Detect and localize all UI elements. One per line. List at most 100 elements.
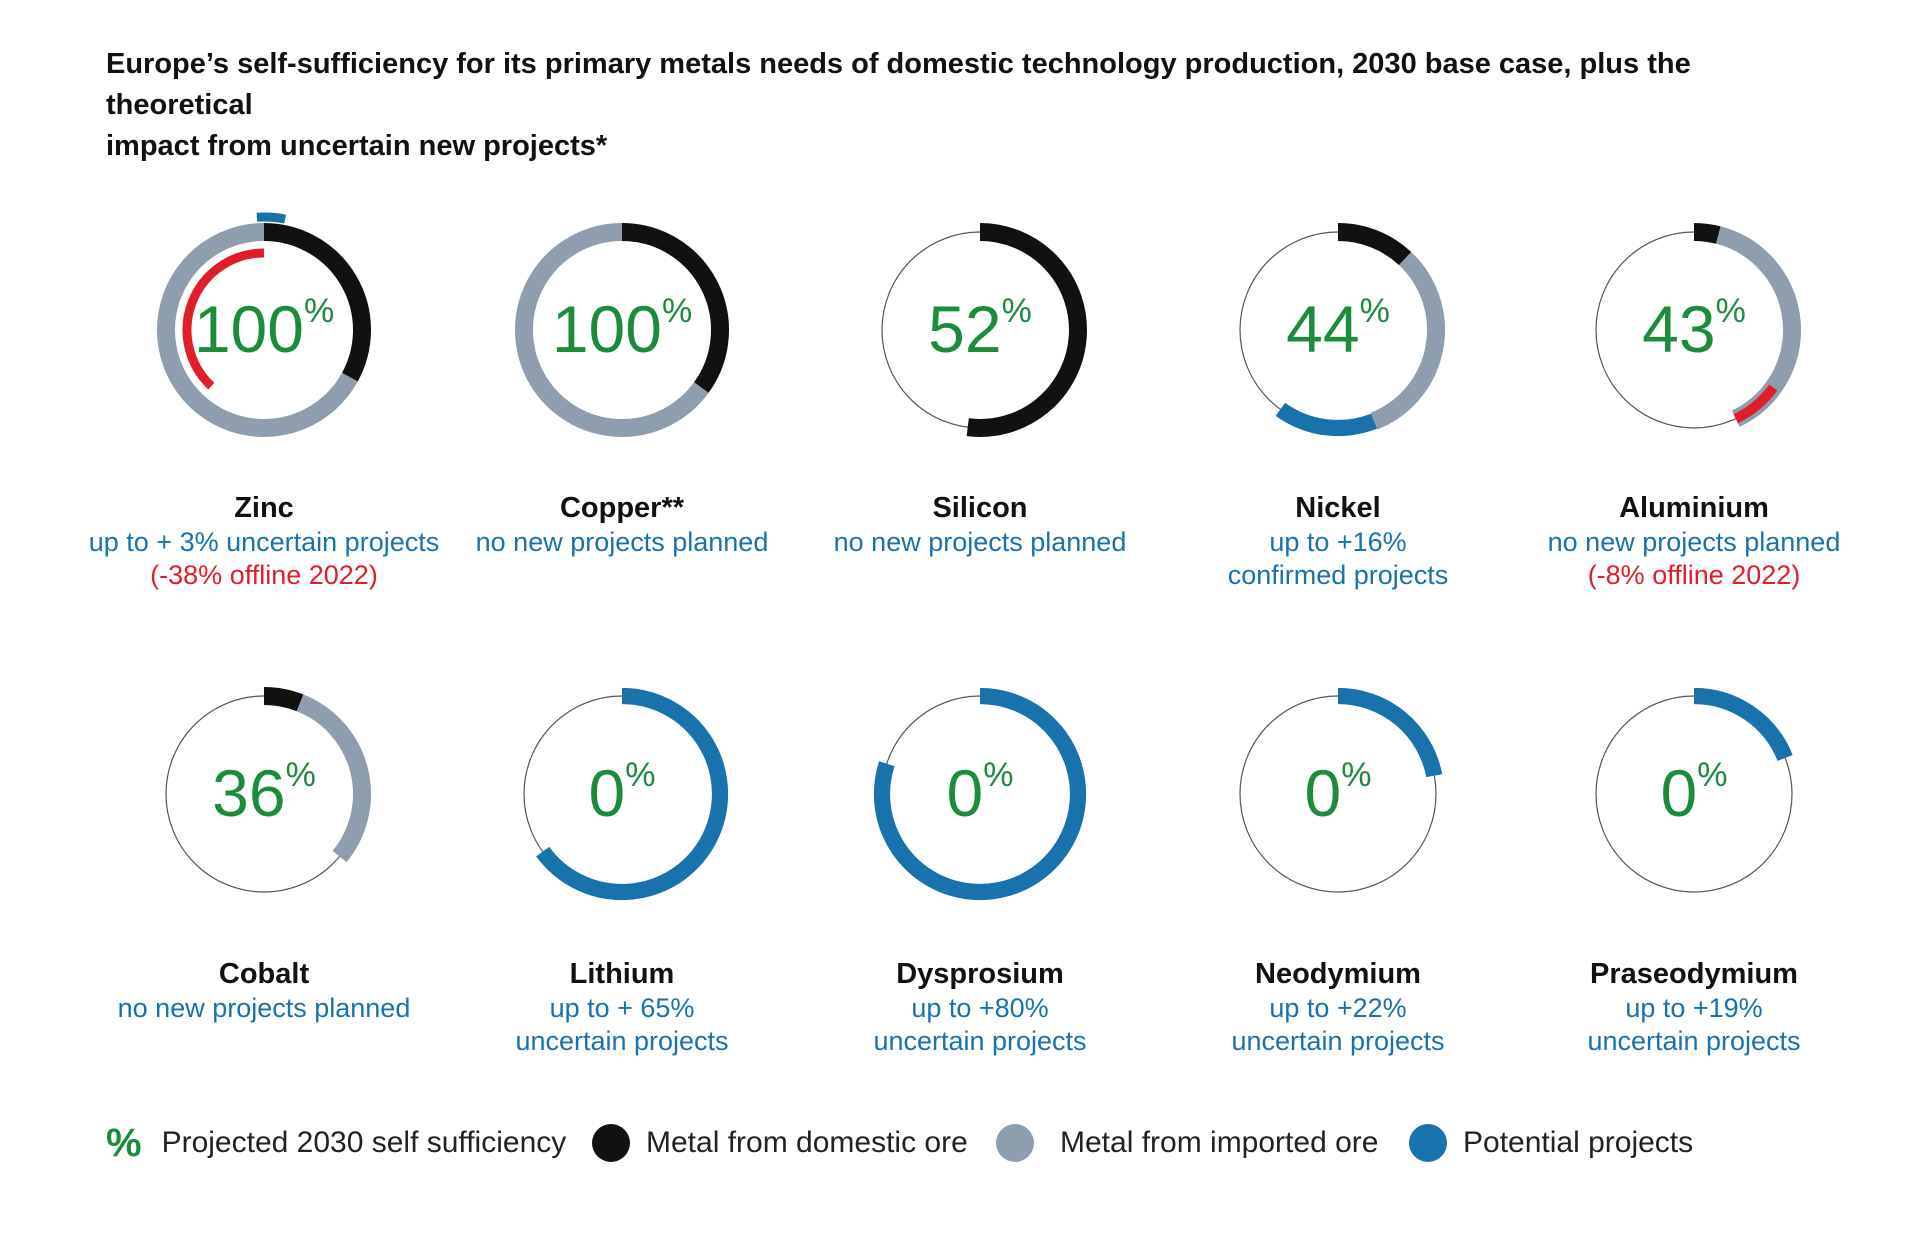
domestic-arc	[1693, 223, 1721, 244]
metal-name: Praseodymium	[1590, 958, 1798, 990]
domestic-arc	[1337, 223, 1412, 266]
metal-note: uncertain projects	[1231, 1026, 1445, 1056]
percent-value: 100	[552, 292, 662, 366]
legend-item-imported: Metal from imported ore	[996, 1118, 1378, 1168]
metal-card: Neodymium up to +22% uncertain projects	[1148, 956, 1528, 1058]
metal-card: Nickel up to +16% confirmed projects	[1148, 490, 1528, 592]
percent-unit: %	[304, 292, 334, 330]
percent-label: 0%	[1305, 756, 1372, 830]
percent-value: 0	[947, 756, 984, 830]
legend-item-percent: % Projected 2030 self sufficiency	[106, 1118, 566, 1168]
legend-label-potential: Potential projects	[1463, 1126, 1694, 1159]
percent-unit: %	[1360, 292, 1390, 330]
metal-note: up to +22%	[1269, 993, 1407, 1023]
percent-unit: %	[625, 756, 655, 794]
legend-item-domestic: Metal from domestic ore	[592, 1118, 968, 1168]
metal-card: Praseodymium up to +19% uncertain projects	[1504, 956, 1884, 1058]
legend: % Projected 2030 self sufficiency Metal …	[106, 1118, 1806, 1168]
metal-note: (-8% offline 2022)	[1587, 560, 1801, 590]
imported-arc	[296, 694, 371, 863]
metal-note: confirmed projects	[1227, 560, 1449, 590]
metal-name: Nickel	[1295, 492, 1381, 524]
legend-label-imported: Metal from imported ore	[1060, 1126, 1379, 1159]
percent-value: 0	[1305, 756, 1342, 830]
imported-arc	[515, 223, 709, 437]
metal-note: up to +19%	[1625, 993, 1763, 1023]
percent-unit: %	[1716, 292, 1746, 330]
percent-unit: %	[1002, 292, 1032, 330]
potential-arc	[1275, 402, 1378, 437]
potential-swatch	[1409, 1124, 1447, 1162]
metal-name: Copper**	[559, 492, 685, 524]
metal-note: up to + 65%	[549, 993, 695, 1023]
potential-arc	[873, 687, 1087, 901]
domestic-arc	[263, 687, 304, 712]
metal-note: uncertain projects	[515, 1026, 729, 1056]
imported-arc	[1370, 252, 1445, 430]
metal-name: Zinc	[234, 492, 294, 524]
percent-value: 36	[212, 756, 285, 830]
percent-value: 100	[194, 292, 304, 366]
metal-card: Silicon no new projects planned	[790, 490, 1170, 559]
legend-item-potential: Potential projects	[1409, 1118, 1693, 1168]
metal-card: Copper** no new projects planned	[432, 490, 812, 559]
offline-arc	[1733, 384, 1778, 424]
percent-unit: %	[662, 292, 692, 330]
metal-note: no new projects planned	[475, 527, 769, 557]
legend-label-domestic: Metal from domestic ore	[646, 1126, 968, 1159]
percent-label: 52%	[928, 292, 1032, 366]
imported-arc	[157, 223, 358, 437]
percent-value: 0	[589, 756, 626, 830]
metal-name: Dysprosium	[896, 958, 1064, 990]
metal-note: uncertain projects	[1587, 1026, 1801, 1056]
percent-unit: %	[983, 756, 1013, 794]
metal-name: Aluminium	[1619, 492, 1769, 524]
metal-note: no new projects planned	[833, 527, 1127, 557]
domestic-arc	[263, 223, 371, 382]
percent-label: 0%	[947, 756, 1014, 830]
percent-label: 100%	[552, 292, 692, 366]
metal-note: (-38% offline 2022)	[150, 560, 378, 590]
percent-label: 100%	[194, 292, 334, 366]
percent-label: 0%	[589, 756, 656, 830]
imported-swatch	[996, 1124, 1034, 1162]
percent-value: 0	[1661, 756, 1698, 830]
potential-arc	[1337, 687, 1443, 778]
percent-value: 44	[1286, 292, 1359, 366]
percent-unit: %	[1341, 756, 1371, 794]
potential-arc	[1693, 687, 1793, 762]
metal-name: Cobalt	[218, 958, 310, 990]
percent-label: 43%	[1642, 292, 1746, 366]
metal-name: Neodymium	[1255, 958, 1421, 990]
chart-title: Europe’s self-sufficiency for its primar…	[106, 44, 1826, 167]
domestic-arc	[966, 223, 1087, 437]
potential-arc	[536, 687, 729, 901]
metal-card: Lithium up to + 65% uncertain projects	[432, 956, 812, 1058]
metal-card: Aluminium no new projects planned (-8% off…	[1504, 490, 1884, 592]
domestic-arc	[621, 223, 729, 393]
legend-label-percent: Projected 2030 self sufficiency	[161, 1126, 567, 1159]
title-line-2: impact from uncertain new projects*	[106, 130, 608, 162]
percent-label: 36%	[212, 756, 316, 830]
percent-label: 44%	[1286, 292, 1390, 366]
metal-note: up to +80%	[911, 993, 1049, 1023]
potential-arc	[256, 212, 287, 224]
metal-note: uncertain projects	[873, 1026, 1087, 1056]
metal-note: no new projects planned	[117, 993, 411, 1023]
metal-note: no new projects planned	[1547, 527, 1841, 557]
metal-card: Dysprosium up to +80% uncertain projects	[790, 956, 1170, 1058]
percent-unit: %	[1697, 756, 1727, 794]
domestic-swatch	[592, 1124, 630, 1162]
title-line-1: Europe’s self-sufficiency for its primar…	[106, 48, 1691, 121]
metal-card: Cobalt no new projects planned	[74, 956, 454, 1025]
metal-note: up to + 3% uncertain projects	[88, 527, 440, 557]
metal-note: up to +16%	[1269, 527, 1407, 557]
offline-arc	[182, 248, 265, 390]
percent-symbol: %	[106, 1120, 142, 1165]
metal-name: Lithium	[569, 958, 675, 990]
percent-value: 52	[928, 292, 1001, 366]
metal-card: Zinc up to + 3% uncertain projects (-38% o…	[74, 490, 454, 592]
percent-value: 43	[1642, 292, 1715, 366]
percent-label: 0%	[1661, 756, 1728, 830]
